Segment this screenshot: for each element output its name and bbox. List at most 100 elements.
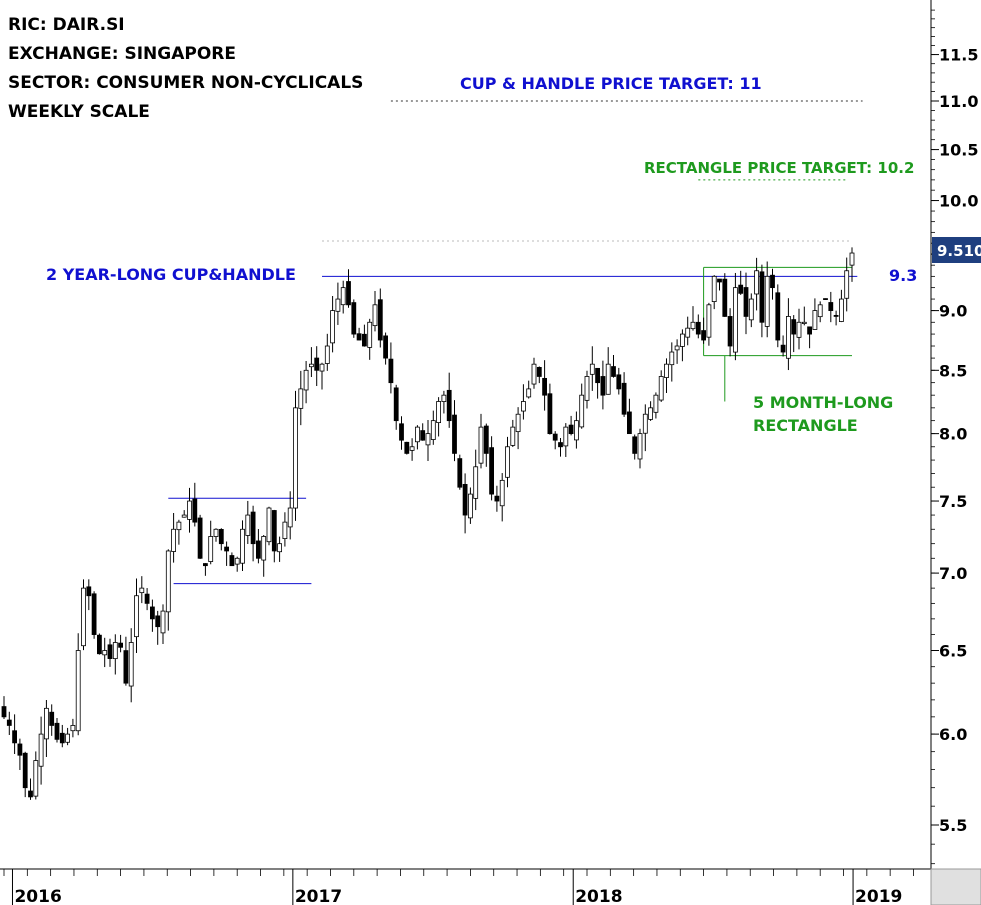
candle-body-up <box>849 252 855 266</box>
candle-body-up <box>75 650 81 732</box>
candle <box>743 272 749 335</box>
candle-body-up <box>425 433 431 446</box>
candle-body-up <box>786 316 791 359</box>
candle <box>314 346 320 387</box>
candle <box>388 342 394 394</box>
candle-body-up <box>165 550 171 613</box>
candle-body-down <box>192 498 198 523</box>
candle-body-up <box>308 363 314 368</box>
candle <box>844 257 850 312</box>
candle-body-down <box>828 302 834 312</box>
candle <box>801 306 807 326</box>
candle <box>748 293 754 328</box>
y-tick-label: 9.0 <box>939 302 967 321</box>
candle <box>568 415 574 436</box>
candle-body-up <box>261 536 267 561</box>
candle <box>589 346 595 391</box>
candle <box>452 400 457 462</box>
candle <box>224 541 230 566</box>
candle-body-up <box>234 557 240 565</box>
candle-body-up <box>515 413 521 433</box>
candle-body-down <box>780 344 786 353</box>
candle <box>6 711 12 736</box>
candle-body-up <box>510 426 516 446</box>
candle-body-up <box>648 407 653 420</box>
candle <box>526 380 532 399</box>
candle-body-up <box>817 304 823 318</box>
candle <box>467 487 473 524</box>
candle <box>563 423 569 457</box>
candle-body-up <box>176 521 182 531</box>
candle <box>144 588 150 611</box>
candle <box>409 438 415 461</box>
candle-body-up <box>340 287 346 306</box>
candle-body-up <box>436 401 442 423</box>
candle <box>12 714 18 754</box>
candle <box>600 360 606 410</box>
candle <box>483 423 489 467</box>
candle-body-down <box>86 586 92 597</box>
candle <box>701 317 706 344</box>
candle-body-up <box>674 345 680 351</box>
candle <box>674 339 680 364</box>
candle-body-up <box>505 446 510 478</box>
candle-body-up <box>372 304 378 327</box>
candle-body-up <box>134 595 139 638</box>
candle-body-down <box>54 722 60 740</box>
candle-body-up <box>282 521 288 540</box>
candle <box>351 299 357 338</box>
candle <box>22 751 28 798</box>
candle <box>208 520 214 565</box>
candle-body-up <box>441 394 447 402</box>
candle-body-down <box>155 615 161 628</box>
last-price-value: 9.510 <box>937 242 981 260</box>
candle <box>255 529 261 564</box>
candle <box>430 410 436 445</box>
candle-body-down <box>218 529 224 545</box>
y-tick-label: 11.5 <box>939 46 978 65</box>
candle-body-up <box>208 536 214 562</box>
candle-body-down <box>717 278 722 283</box>
candle-body-up <box>181 514 187 518</box>
header-ric: RIC: DAIR.SI <box>8 15 125 35</box>
candle-body-up <box>839 298 844 322</box>
candle-body-down <box>404 441 410 454</box>
candle-body-up <box>605 363 611 395</box>
candle-body-down <box>383 335 389 359</box>
candle <box>340 280 346 314</box>
candle <box>515 407 521 450</box>
candle <box>706 302 712 346</box>
candle-body-up <box>685 327 691 338</box>
candle-body-down <box>547 393 553 435</box>
candle <box>595 367 600 399</box>
candle-body-down <box>489 447 495 495</box>
candle <box>346 269 351 308</box>
candle-body-up <box>690 321 696 330</box>
candle <box>44 700 49 758</box>
candle-body-up <box>319 363 325 372</box>
candle-body-up <box>303 369 309 391</box>
candle-body-down <box>107 644 113 659</box>
candle <box>282 512 288 547</box>
candle-body-down <box>351 302 357 335</box>
candle <box>616 367 622 395</box>
candle-body-up <box>409 446 415 451</box>
candle <box>780 335 786 357</box>
candle <box>1 696 7 720</box>
candle-body-down <box>823 298 828 300</box>
candle <box>91 591 97 639</box>
candle-body-down <box>1 706 7 718</box>
y-tick-label: 8.0 <box>939 425 967 444</box>
candle <box>308 347 314 378</box>
candle-body-down <box>833 314 839 317</box>
candle-body-down <box>399 423 404 441</box>
candle <box>261 535 267 577</box>
candle <box>149 599 155 632</box>
candle <box>574 411 579 449</box>
header-scale: WEEKLY SCALE <box>8 102 150 122</box>
candle <box>102 637 108 668</box>
candle-body-down <box>627 411 632 435</box>
rectangle-target-label: RECTANGLE PRICE TARGET: 10.2 <box>644 159 914 177</box>
candle-body-up <box>748 298 754 321</box>
